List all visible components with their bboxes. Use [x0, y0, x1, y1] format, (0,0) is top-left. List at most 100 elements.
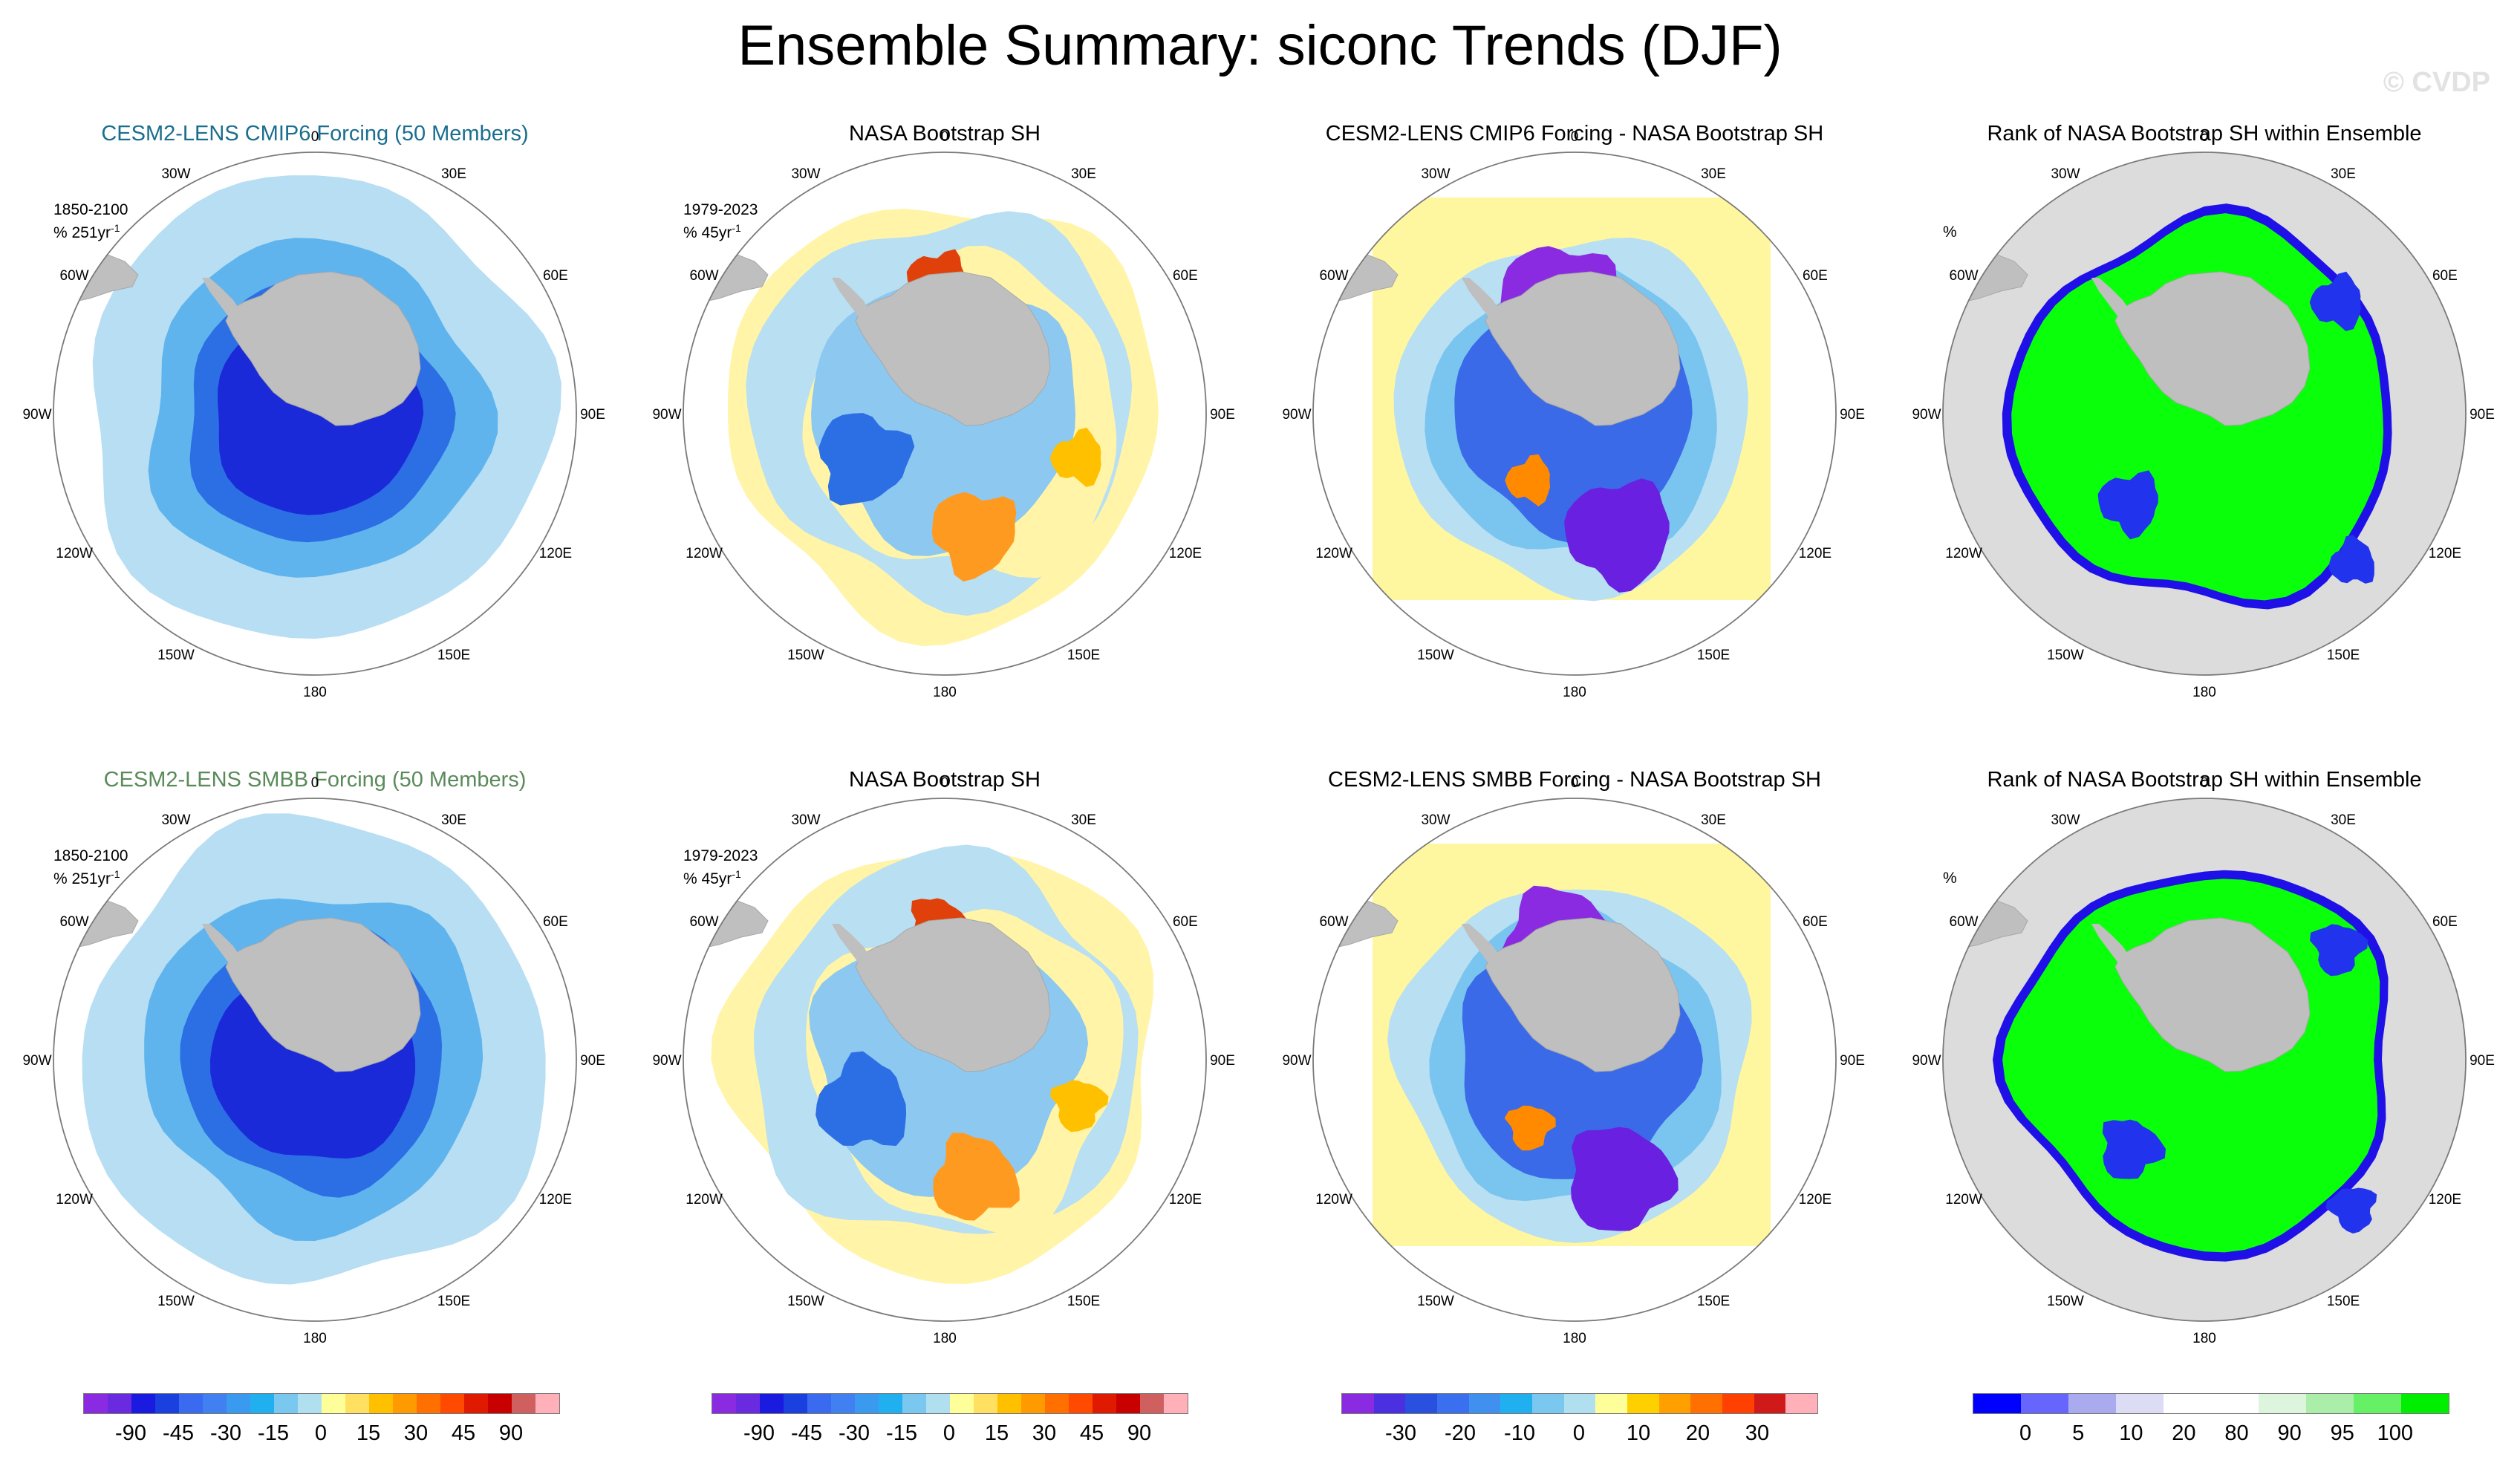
- colorbar-tick-label: 80: [2224, 1421, 2249, 1445]
- colorbar-tick-label: 95: [2330, 1421, 2354, 1445]
- polar-map: 0 30E 60E 90E 120E 150E 180 150W 120W 90W 60W 30W: [652, 775, 1235, 1346]
- longitude-label: 30W: [791, 812, 820, 828]
- colorbar-swatch: [369, 1394, 393, 1413]
- colorbar-tick-label: -90: [743, 1421, 775, 1445]
- colorbar-tick-label: 20: [1685, 1421, 1710, 1445]
- longitude-label: 150E: [1067, 648, 1100, 663]
- longitude-label: 150W: [787, 648, 824, 663]
- longitude-label: 30E: [1701, 812, 1726, 828]
- colorbar-swatch: [784, 1394, 807, 1413]
- colorbar-swatch: [1563, 1394, 1596, 1413]
- annotation-line-1: 1850-2100: [53, 201, 128, 218]
- longitude-label: 150E: [2327, 1294, 2360, 1309]
- colorbar-tick-label: 30: [1745, 1421, 1770, 1445]
- longitude-label: 150W: [2047, 1294, 2084, 1309]
- colorbar-swatch: [155, 1394, 179, 1413]
- longitude-label: 150W: [157, 648, 195, 663]
- longitude-label: 90W: [1282, 407, 1311, 423]
- longitude-label: 150E: [1697, 1294, 1730, 1309]
- longitude-label: 0: [311, 775, 319, 791]
- longitude-label: 60W: [690, 914, 719, 930]
- annotation-line-1: %: [1943, 224, 1957, 241]
- colorbar-swatch: [1021, 1394, 1045, 1413]
- polar-map: 0 30E 60E 90E 120E 150E 180 150W 120W 90W 60W 30W: [1282, 775, 1864, 1346]
- longitude-label: 90E: [1210, 1053, 1235, 1069]
- panel-title: Rank of NASA Bootstrap SH within Ensembl…: [1987, 768, 2422, 792]
- longitude-label: 60E: [1803, 914, 1828, 930]
- longitude-label: 0: [1571, 129, 1579, 145]
- longitude-label: 150E: [1067, 1294, 1100, 1309]
- colorbar: -30 -20 -10 0 10 20 30: [1341, 1393, 1818, 1460]
- map-boundary: [1312, 798, 1837, 1322]
- longitude-label: 120W: [56, 546, 93, 561]
- colorbar-swatch: [855, 1394, 879, 1413]
- longitude-label: 150E: [1697, 648, 1730, 663]
- panel-annotation: 1850-2100 % 251yr-1: [53, 847, 128, 888]
- longitude-label: 150W: [157, 1294, 195, 1309]
- colorbar-swatch: [1045, 1394, 1069, 1413]
- longitude-label: 0: [941, 775, 949, 791]
- longitude-label: 120E: [1169, 1192, 1202, 1208]
- colorbar-swatch: [1690, 1394, 1722, 1413]
- colorbar-swatch: [1595, 1394, 1627, 1413]
- colorbar-swatch: [227, 1394, 250, 1413]
- annotation-line-1: %: [1943, 870, 1957, 887]
- map-panel: CESM2-LENS CMIP6 Forcing (50 Members) 0 30…: [0, 119, 630, 765]
- map-panel: NASA Bootstrap SH 0 30E 60E 90E 120E 150E 180 15…: [630, 765, 1260, 1411]
- colorbar-swatch: [203, 1394, 227, 1413]
- colorbar-tick-label: -20: [1445, 1421, 1476, 1445]
- longitude-label: 0: [2201, 129, 2209, 145]
- colorbar-swatch: [1342, 1394, 1374, 1413]
- colorbar-swatch: [393, 1394, 417, 1413]
- longitude-label: 90E: [1210, 407, 1235, 423]
- colorbar-swatch: [2354, 1394, 2401, 1413]
- colorbar-swatch: [1531, 1394, 1564, 1413]
- colorbar-tick-label: 20: [2172, 1421, 2196, 1445]
- colorbar-tick-label: 90: [1127, 1421, 1152, 1445]
- watermark: © CVDP: [2383, 67, 2490, 98]
- longitude-label: 90W: [1282, 1053, 1311, 1069]
- colorbar: 0 5 10 20 80 90 95 100: [1973, 1393, 2449, 1460]
- longitude-label: 150W: [1417, 1294, 1454, 1309]
- colorbar-tick-label: -10: [1504, 1421, 1535, 1445]
- colorbar-tick-label: -15: [258, 1421, 289, 1445]
- colorbar-swatch: [1973, 1394, 2021, 1413]
- colorbar-tick-label: 45: [1079, 1421, 1104, 1445]
- colorbar-swatch: [2164, 1394, 2211, 1413]
- longitude-label: 90W: [1912, 407, 1941, 423]
- colorbar-tick-label: 15: [356, 1421, 381, 1445]
- longitude-label: 60E: [1173, 268, 1198, 284]
- colorbar-tick-label: 15: [984, 1421, 1009, 1445]
- longitude-label: 150W: [787, 1294, 824, 1309]
- colorbar-swatch: [108, 1394, 131, 1413]
- map-boundary: [683, 151, 1207, 676]
- map-panel: CESM2-LENS SMBB Forcing (50 Members) 0 30E…: [0, 765, 630, 1411]
- longitude-label: 90E: [1840, 407, 1865, 423]
- longitude-label: 150E: [437, 648, 470, 663]
- longitude-label: 150W: [1417, 648, 1454, 663]
- colorbar-tick-label: 0: [314, 1421, 328, 1445]
- longitude-label: 90W: [22, 407, 51, 423]
- colorbar-swatch: [736, 1394, 760, 1413]
- longitude-label: 60W: [60, 268, 89, 284]
- longitude-label: 120W: [1315, 546, 1352, 561]
- colorbar-swatch: [1164, 1394, 1188, 1413]
- map-panel: Rank of NASA Bootstrap SH within Ensembl…: [1889, 119, 2519, 765]
- map-boundary: [53, 151, 577, 676]
- panel-annotation: 1979-2023 % 45yr-1: [683, 847, 758, 888]
- map-panel: NASA Bootstrap SH 0 30E 60E 90E 120E 150E 180 15…: [630, 119, 1260, 765]
- longitude-label: 120E: [2429, 546, 2461, 561]
- colorbar-tick-label: 30: [1032, 1421, 1057, 1445]
- longitude-label: 120W: [56, 1192, 93, 1208]
- colorbar-swatch: [1754, 1394, 1786, 1413]
- colorbar-swatch: [1627, 1394, 1659, 1413]
- longitude-label: 180: [1563, 685, 1586, 700]
- longitude-label: 120E: [1799, 546, 1832, 561]
- panel-annotation: 1850-2100 % 251yr-1: [53, 201, 128, 242]
- longitude-label: 60E: [543, 268, 568, 284]
- colorbar-swatch: [2259, 1394, 2306, 1413]
- longitude-label: 90E: [580, 1053, 605, 1069]
- longitude-label: 90W: [1912, 1053, 1941, 1069]
- longitude-label: 30W: [1421, 166, 1450, 182]
- longitude-label: 120W: [1945, 1192, 1982, 1208]
